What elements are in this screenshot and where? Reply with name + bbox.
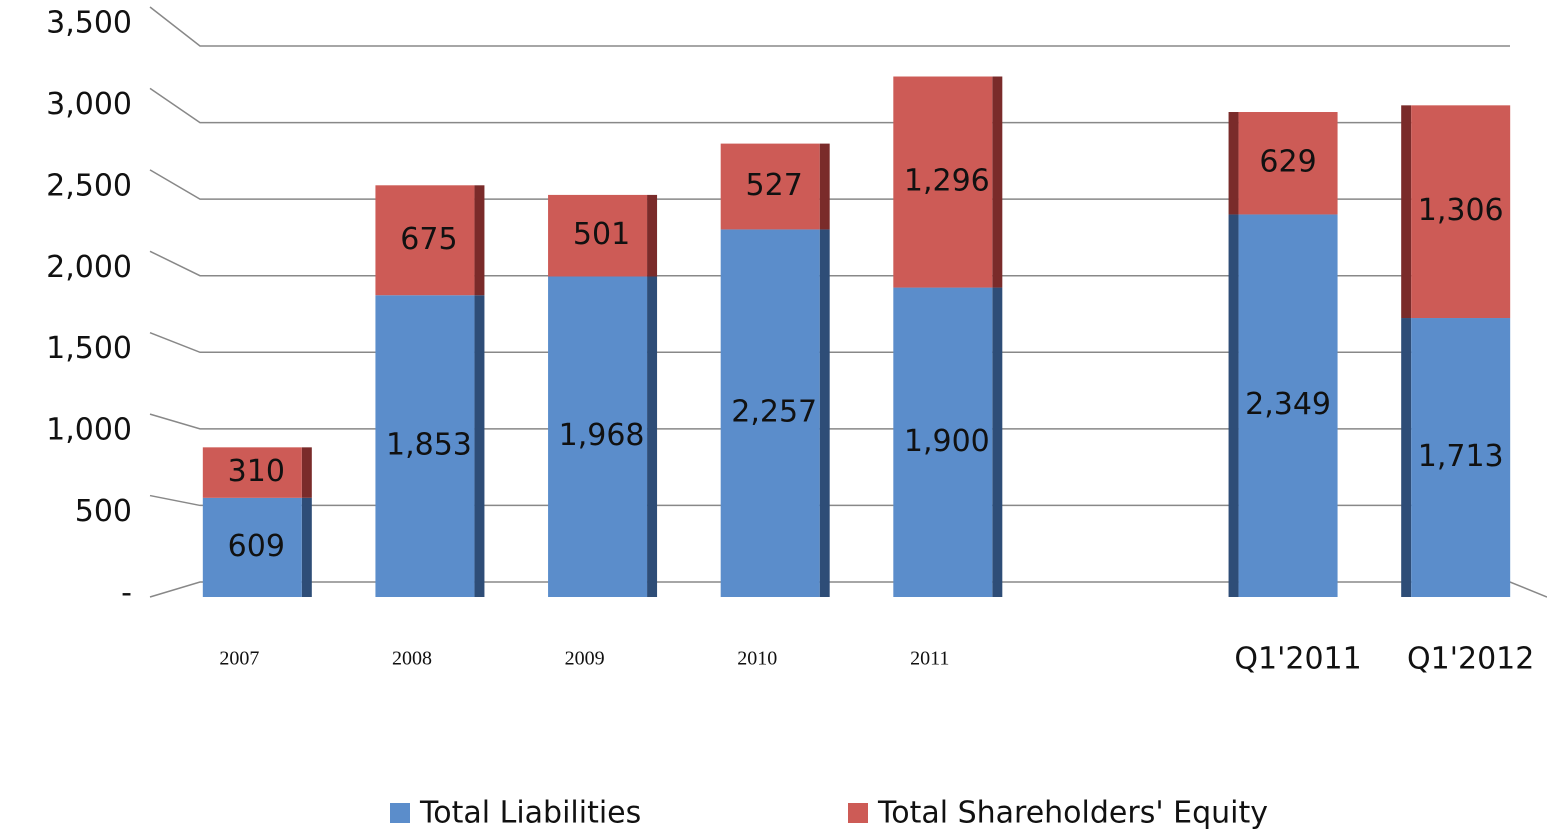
bar-side — [647, 194, 658, 277]
y-tick-label: 2,000 — [46, 250, 132, 285]
grid-line — [149, 169, 1510, 200]
bar-side — [1228, 214, 1239, 597]
y-tick-label: 2,500 — [46, 168, 132, 203]
bar — [202, 447, 302, 498]
bar — [1238, 214, 1338, 597]
x-tick-label: 2007 — [219, 648, 259, 670]
grid-line — [149, 413, 1510, 430]
bar-side — [647, 276, 658, 597]
data-label: 1,853 — [386, 428, 472, 463]
x-tick-label: 2011 — [910, 648, 949, 670]
x-tick-label: 2009 — [565, 648, 605, 670]
x-tick-label: Q1'2012 — [1407, 642, 1534, 677]
bar-side — [474, 185, 485, 296]
data-label: 527 — [746, 168, 803, 203]
data-label: 2,349 — [1245, 387, 1331, 422]
data-label: 1,900 — [904, 424, 990, 459]
grid-line — [149, 87, 1510, 124]
bar-side — [301, 497, 312, 597]
data-label: 501 — [573, 217, 630, 252]
bar — [720, 143, 820, 230]
y-tick-label: 1,500 — [46, 331, 132, 366]
bar-side — [992, 287, 1003, 597]
bar-side — [301, 447, 312, 498]
bar-side — [819, 229, 830, 597]
y-tick-label: 3,500 — [46, 6, 132, 41]
x-tick-label: Q1'2011 — [1234, 642, 1361, 677]
bar-side — [992, 76, 1003, 288]
data-label: 2,257 — [731, 395, 817, 430]
grid-line — [149, 250, 1510, 277]
legend-label: Total Shareholders' Equity — [877, 796, 1268, 831]
bar-side — [1228, 112, 1239, 215]
grid-line — [149, 581, 1547, 598]
bar-side — [474, 295, 485, 597]
bar — [1411, 105, 1511, 319]
data-label: 1,968 — [559, 418, 645, 453]
bar — [720, 229, 820, 597]
legend-swatch — [848, 803, 868, 823]
data-label: 310 — [228, 454, 285, 489]
bar — [548, 194, 648, 277]
data-label: 609 — [228, 529, 285, 564]
bar — [375, 295, 475, 597]
grid-line — [149, 332, 1510, 354]
legend-swatch — [390, 803, 410, 823]
bar — [1238, 112, 1338, 215]
x-tick-label: 2008 — [392, 648, 432, 670]
bar-side — [1401, 318, 1412, 597]
grid-line — [149, 6, 1510, 47]
y-tick-label: - — [121, 576, 132, 611]
legend-label: Total Liabilities — [419, 796, 641, 831]
y-tick-label: 1,000 — [46, 413, 132, 448]
bar-side — [819, 143, 830, 230]
bar — [202, 497, 302, 597]
bar — [893, 76, 993, 288]
x-tick-label: 2010 — [737, 648, 777, 670]
y-tick-label: 3,000 — [46, 87, 132, 122]
data-label: 1,296 — [904, 164, 990, 199]
bar — [1411, 318, 1511, 597]
bar — [548, 276, 648, 597]
y-tick-label: 500 — [75, 494, 132, 529]
bar-side — [1401, 105, 1412, 319]
bar — [375, 185, 475, 296]
data-label: 1,713 — [1418, 439, 1504, 474]
bar — [893, 287, 993, 597]
grid-line — [149, 494, 1510, 507]
data-label: 629 — [1259, 145, 1316, 180]
data-label: 675 — [400, 222, 457, 257]
data-label: 1,306 — [1418, 193, 1504, 228]
